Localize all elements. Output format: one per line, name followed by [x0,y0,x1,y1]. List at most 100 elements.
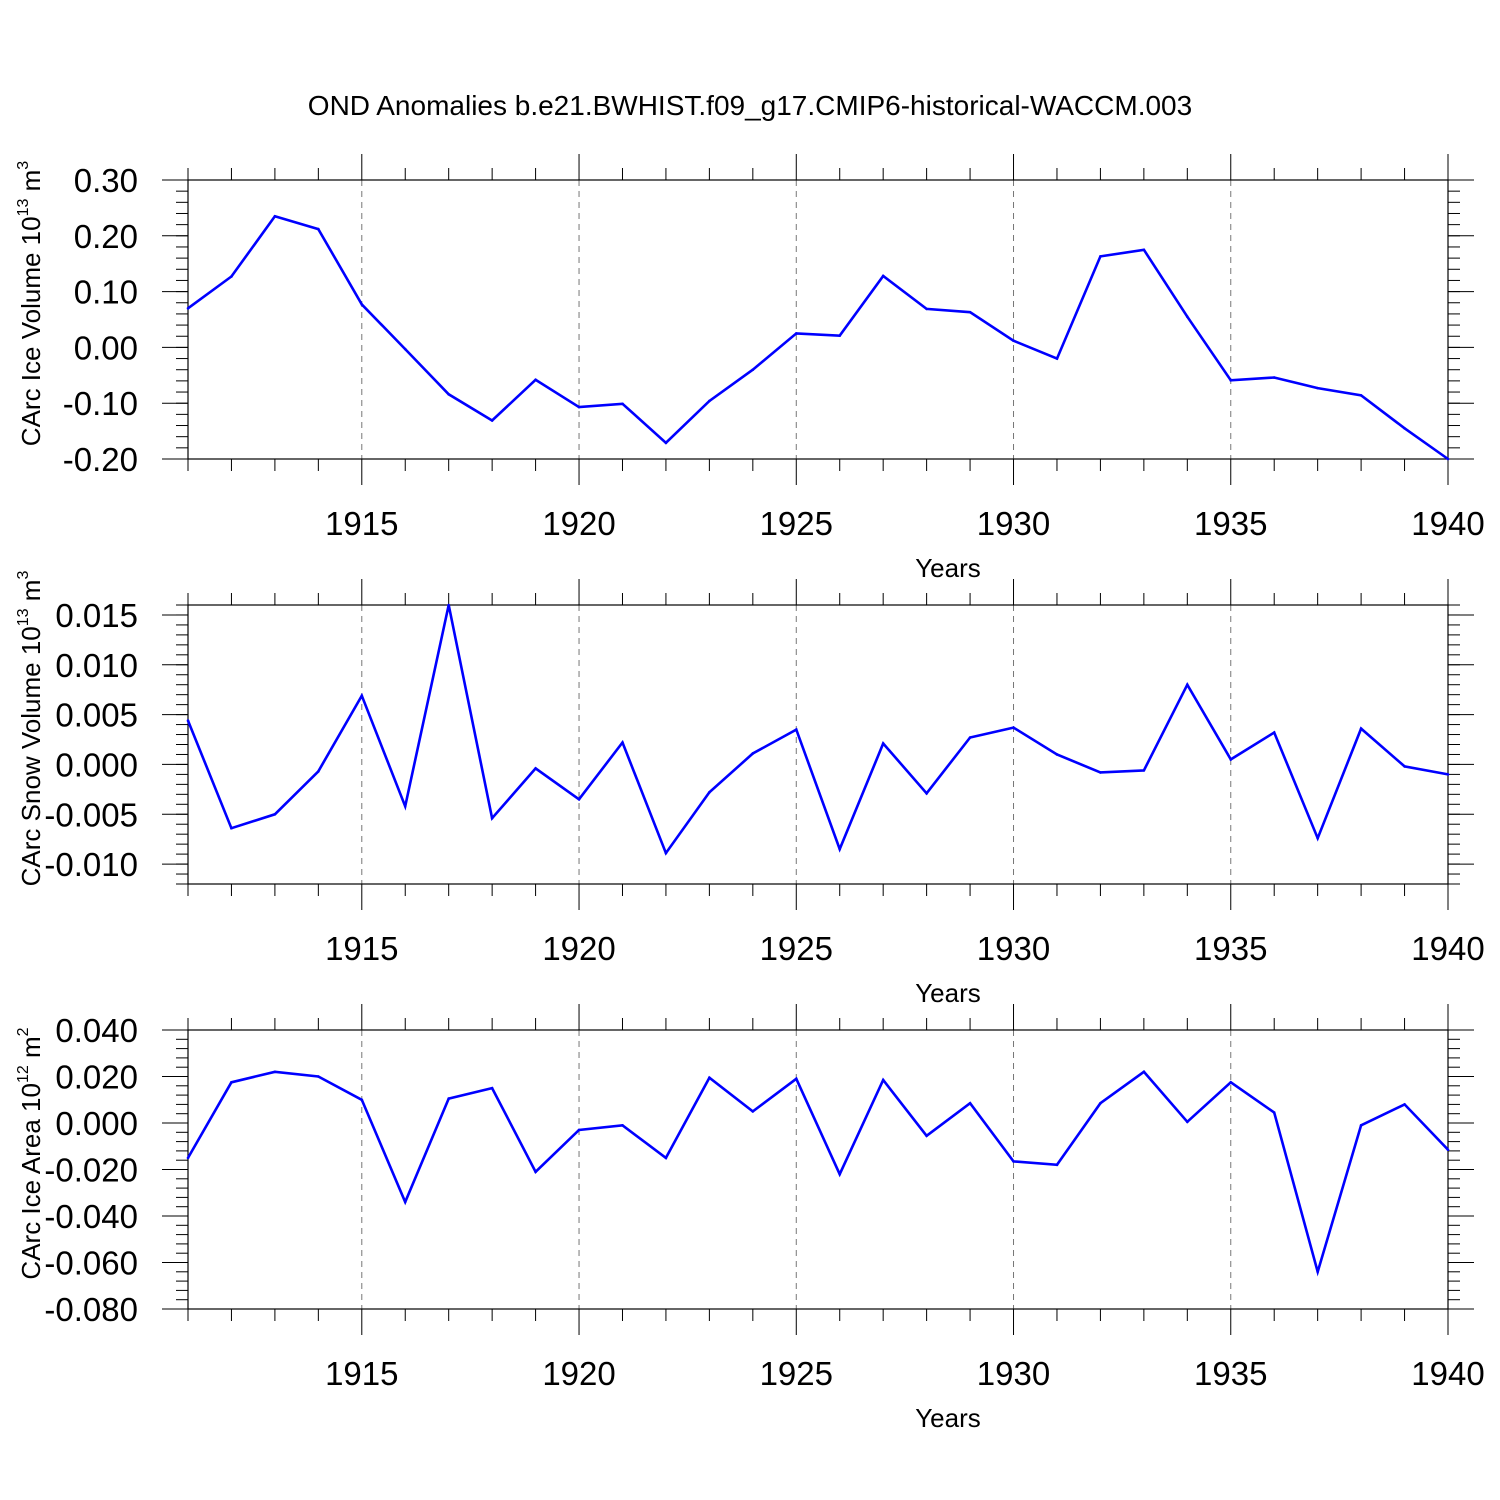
data-point [708,1076,711,1079]
data-point [317,1075,320,1078]
data-point [186,719,190,722]
y-tick-label: 0.015 [55,597,138,634]
data-point [1316,836,1319,840]
data-point [838,847,842,851]
x-tick-label: 1930 [977,505,1050,542]
data-point [447,1097,450,1100]
data-point [1099,1101,1102,1105]
data-point [534,1170,537,1174]
y-axis-label: CArc Snow Volume 1013 m3 [15,571,46,887]
data-point [881,274,885,278]
data-point [1229,758,1233,761]
data-point [186,307,190,310]
data-point [1012,726,1015,729]
x-tick-label: 1920 [542,930,615,967]
y-tick-label: 0.020 [55,1059,138,1096]
data-point [621,1124,624,1127]
y-tick-label: 0.005 [55,697,138,734]
data-point [1186,683,1189,687]
y-tick-label: 0.10 [74,274,138,311]
series-line [186,604,1449,856]
data-point [794,1077,798,1081]
data-point [1403,1103,1406,1106]
data-point [403,804,407,808]
data-point [664,1156,668,1160]
y-tick-label: -0.080 [44,1291,138,1328]
data-point [925,1134,928,1138]
series-line [187,214,1449,461]
data-point [794,728,798,731]
data-point [577,798,581,801]
y-tick-label: 0.040 [55,1012,138,1049]
x-axis-label: Years [915,978,981,1008]
data-point [1446,1148,1450,1152]
data-point [317,770,320,773]
plot-frame [187,179,1449,460]
data-point [1099,771,1102,774]
x-tick-label: 1925 [760,505,833,542]
data-point [403,1200,407,1204]
data-point [968,310,972,314]
data-point [1142,769,1146,772]
x-tick-label: 1915 [325,1355,398,1392]
x-tick-label: 1935 [1194,1355,1267,1392]
data-point [1272,376,1276,379]
data-point [447,392,450,396]
y-axis-label: CArc Ice Volume 1013 m3 [15,161,46,446]
data-point [490,419,494,422]
data-point [360,1098,364,1102]
x-tick-label: 1935 [1194,505,1267,542]
data-point [751,752,755,755]
data-point [273,214,277,218]
data-point [1446,457,1450,461]
data-point [490,1086,494,1090]
data-point [1186,315,1189,319]
y-tick-label: -0.020 [44,1152,138,1189]
data-point [838,1172,842,1176]
data-point [490,816,494,820]
data-point [1446,773,1450,776]
x-tick-label: 1920 [542,505,615,542]
chart-panel-3: -0.080 -0.060 -0.040 -0.020 0.000 0.020 0.040 1… [15,1004,1485,1433]
data-point [708,399,711,403]
data-point [1272,731,1276,734]
y-tick-label: -0.010 [44,846,138,883]
data-point [794,332,798,335]
chart-panel-2: -0.010 -0.005 0.000 0.005 0.010 0.015 1915 1920… [15,571,1485,1008]
x-tick-label: 1930 [977,930,1050,967]
plot-frame [187,1029,1449,1310]
figure-title: OND Anomalies b.e21.BWHIST.f09_g17.CMIP6… [308,90,1192,121]
plot-frame [187,604,1449,885]
data-point [925,792,928,795]
data-point [1272,1111,1276,1114]
data-point [621,402,624,406]
data-point [273,1070,277,1074]
x-tick-label: 1940 [1411,1355,1484,1392]
data-point [1403,427,1406,430]
data-point [1229,1081,1233,1084]
data-point [881,742,885,745]
x-tick-label: 1935 [1194,930,1267,967]
data-point [708,791,711,794]
data-point [664,851,668,855]
data-point [751,368,755,372]
y-tick-label: -0.060 [44,1245,138,1282]
data-point [968,736,972,739]
x-tick-label: 1925 [760,930,833,967]
data-point [1142,248,1146,252]
data-point [317,227,320,231]
data-point [664,441,668,445]
data-point [1055,753,1059,756]
data-point [1359,1124,1363,1127]
data-point [1055,1163,1059,1167]
data-point [1099,255,1102,258]
x-tick-label: 1915 [325,930,398,967]
data-point [447,603,450,607]
data-point [1359,727,1363,730]
data-point [360,303,364,306]
data-point [230,826,233,830]
data-point [968,1101,972,1105]
x-tick-label: 1925 [760,1355,833,1392]
data-point [273,812,277,816]
